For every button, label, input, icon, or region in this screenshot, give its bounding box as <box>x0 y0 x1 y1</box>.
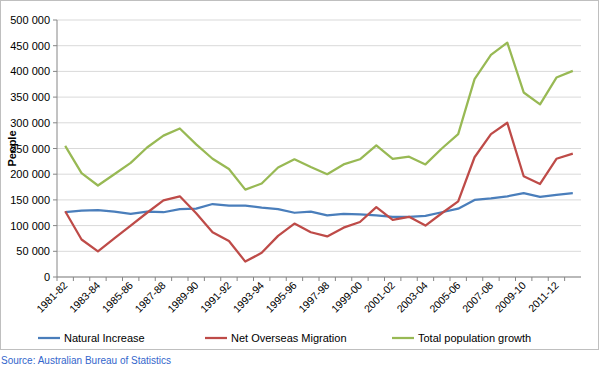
x-tick <box>351 277 352 281</box>
chart: 050 000100 000150 000200 000250 000300 0… <box>0 0 599 369</box>
x-tick <box>204 277 205 281</box>
legend-swatch <box>392 337 414 339</box>
x-tick <box>531 277 532 281</box>
grid-line <box>57 148 581 149</box>
chart-frame <box>1 1 599 350</box>
x-tick-label: 2003-04 <box>394 279 430 315</box>
y-axis-title: People <box>6 130 18 166</box>
y-tick <box>53 20 57 21</box>
y-tick-label: 300 000 <box>10 117 50 129</box>
y-tick <box>53 45 57 46</box>
x-tick <box>466 277 467 281</box>
y-tick-label: 350 000 <box>10 91 50 103</box>
x-tick-label: 2011-12 <box>526 279 561 314</box>
series-line <box>65 43 573 190</box>
y-tick-label: 400 000 <box>10 65 50 77</box>
y-axis <box>57 20 58 277</box>
x-tick <box>57 277 58 281</box>
y-tick-label: 500 000 <box>10 14 50 26</box>
x-tick-label: 1993-94 <box>230 279 266 315</box>
x-tick <box>89 277 90 281</box>
x-tick <box>319 277 320 281</box>
x-tick-label: 1983-84 <box>67 279 103 315</box>
x-tick <box>302 277 303 281</box>
x-tick <box>417 277 418 281</box>
grid-line <box>57 20 581 21</box>
y-tick <box>53 71 57 72</box>
x-tick <box>335 277 336 281</box>
x-tick <box>237 277 238 281</box>
y-tick <box>53 122 57 123</box>
grid-line <box>57 97 581 98</box>
x-tick <box>368 277 369 281</box>
legend-label: Net Overseas Migration <box>231 332 347 344</box>
grid-line <box>57 225 581 226</box>
y-tick-label: 450 000 <box>10 40 50 52</box>
x-tick <box>564 277 565 281</box>
y-tick-label: 150 000 <box>10 194 50 206</box>
x-tick <box>73 277 74 281</box>
y-tick <box>53 251 57 252</box>
x-tick-label: 1987-88 <box>132 279 168 315</box>
x-tick <box>384 277 385 281</box>
legend-swatch <box>38 337 60 339</box>
x-tick-label: 1985-86 <box>99 279 135 315</box>
y-tick-label: 50 000 <box>16 245 50 257</box>
grid-line <box>57 199 581 200</box>
y-tick <box>53 277 57 278</box>
grid-line <box>57 71 581 72</box>
y-tick <box>53 174 57 175</box>
x-tick-label: 1997-98 <box>296 279 332 315</box>
y-tick-label: 200 000 <box>10 168 50 180</box>
series-line <box>65 193 573 217</box>
grid-line <box>57 174 581 175</box>
x-tick-label: 2005-06 <box>427 279 463 315</box>
x-tick <box>450 277 451 281</box>
source-note: Source: Australian Bureau of Statistics <box>1 355 171 366</box>
x-tick-label: 2007-08 <box>460 279 496 315</box>
x-tick <box>548 277 549 281</box>
x-tick <box>106 277 107 281</box>
y-tick <box>53 199 57 200</box>
y-tick-label: 0 <box>44 271 50 283</box>
x-tick <box>122 277 123 281</box>
plot-area <box>65 43 573 262</box>
x-tick-label: 1999-00 <box>329 279 365 315</box>
x-tick <box>171 277 172 281</box>
legend-label: Natural Increase <box>64 332 145 344</box>
x-tick <box>286 277 287 281</box>
x-tick-label: 1989-90 <box>165 279 201 315</box>
x-tick-label: 1981-82 <box>34 279 70 315</box>
x-tick <box>253 277 254 281</box>
x-tick <box>220 277 221 281</box>
grid-line <box>57 122 581 123</box>
x-tick <box>269 277 270 281</box>
x-tick <box>433 277 434 281</box>
legend-swatch <box>205 337 227 339</box>
y-tick <box>53 148 57 149</box>
y-tick-label: 100 000 <box>10 220 50 232</box>
x-tick <box>138 277 139 281</box>
x-tick-label: 2001-02 <box>361 279 397 315</box>
x-tick <box>482 277 483 281</box>
x-tick <box>499 277 500 281</box>
x-tick-label: 2009-10 <box>492 279 528 315</box>
x-tick <box>400 277 401 281</box>
series-line <box>65 123 573 262</box>
y-tick <box>53 97 57 98</box>
x-tick <box>515 277 516 281</box>
grid-line <box>57 251 581 252</box>
x-tick-label: 1991-92 <box>198 279 234 315</box>
x-tick-label: 1995-96 <box>263 279 299 315</box>
x-tick <box>188 277 189 281</box>
y-tick <box>53 225 57 226</box>
x-tick <box>155 277 156 281</box>
legend-label: Total population growth <box>418 332 531 344</box>
